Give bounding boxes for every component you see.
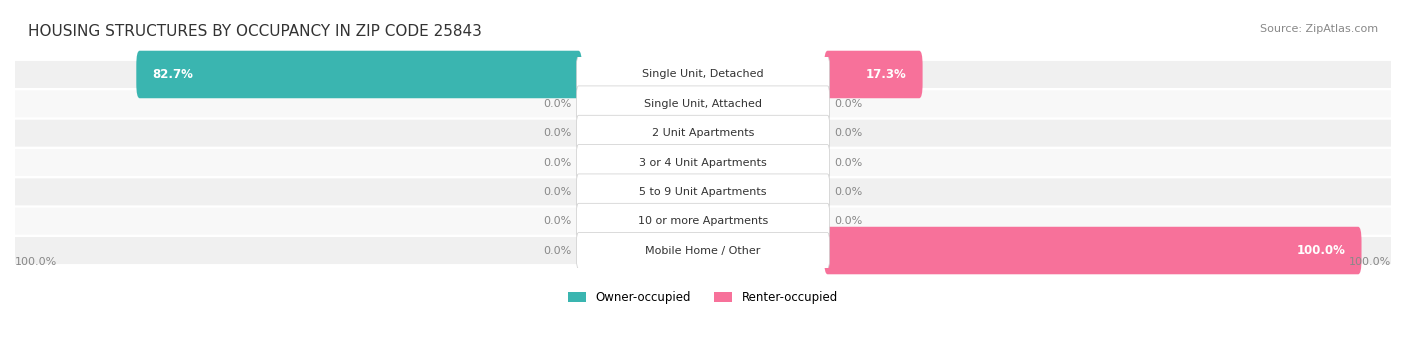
Text: 0.0%: 0.0% <box>544 187 572 197</box>
Text: 0.0%: 0.0% <box>544 128 572 138</box>
Text: 100.0%: 100.0% <box>1296 244 1346 257</box>
Text: 82.7%: 82.7% <box>153 68 194 81</box>
Text: 0.0%: 0.0% <box>834 216 862 226</box>
Text: 0.0%: 0.0% <box>544 99 572 109</box>
FancyBboxPatch shape <box>15 90 1391 117</box>
Text: 5 to 9 Unit Apartments: 5 to 9 Unit Apartments <box>640 187 766 197</box>
Text: Single Unit, Detached: Single Unit, Detached <box>643 69 763 79</box>
Legend: Owner-occupied, Renter-occupied: Owner-occupied, Renter-occupied <box>564 286 842 309</box>
Text: 0.0%: 0.0% <box>834 158 862 168</box>
Text: 0.0%: 0.0% <box>834 128 862 138</box>
Text: 100.0%: 100.0% <box>1348 256 1391 267</box>
FancyBboxPatch shape <box>15 149 1391 176</box>
Text: 0.0%: 0.0% <box>544 216 572 226</box>
FancyBboxPatch shape <box>15 120 1391 147</box>
FancyBboxPatch shape <box>824 51 922 98</box>
Text: Single Unit, Attached: Single Unit, Attached <box>644 99 762 109</box>
FancyBboxPatch shape <box>15 208 1391 235</box>
Text: 0.0%: 0.0% <box>544 246 572 255</box>
Text: 3 or 4 Unit Apartments: 3 or 4 Unit Apartments <box>640 158 766 168</box>
FancyBboxPatch shape <box>576 56 830 92</box>
Text: HOUSING STRUCTURES BY OCCUPANCY IN ZIP CODE 25843: HOUSING STRUCTURES BY OCCUPANCY IN ZIP C… <box>28 24 482 39</box>
FancyBboxPatch shape <box>576 86 830 122</box>
FancyBboxPatch shape <box>15 178 1391 205</box>
FancyBboxPatch shape <box>576 233 830 268</box>
Text: 10 or more Apartments: 10 or more Apartments <box>638 216 768 226</box>
FancyBboxPatch shape <box>15 61 1391 88</box>
Text: 100.0%: 100.0% <box>15 256 58 267</box>
FancyBboxPatch shape <box>576 203 830 239</box>
Text: 2 Unit Apartments: 2 Unit Apartments <box>652 128 754 138</box>
FancyBboxPatch shape <box>136 51 582 98</box>
FancyBboxPatch shape <box>576 115 830 151</box>
Text: 0.0%: 0.0% <box>834 187 862 197</box>
FancyBboxPatch shape <box>576 145 830 180</box>
Text: 0.0%: 0.0% <box>834 99 862 109</box>
FancyBboxPatch shape <box>576 174 830 210</box>
Text: Mobile Home / Other: Mobile Home / Other <box>645 246 761 255</box>
FancyBboxPatch shape <box>824 227 1361 274</box>
Text: Source: ZipAtlas.com: Source: ZipAtlas.com <box>1260 24 1378 34</box>
FancyBboxPatch shape <box>15 237 1391 264</box>
Text: 17.3%: 17.3% <box>866 68 907 81</box>
Text: 0.0%: 0.0% <box>544 158 572 168</box>
